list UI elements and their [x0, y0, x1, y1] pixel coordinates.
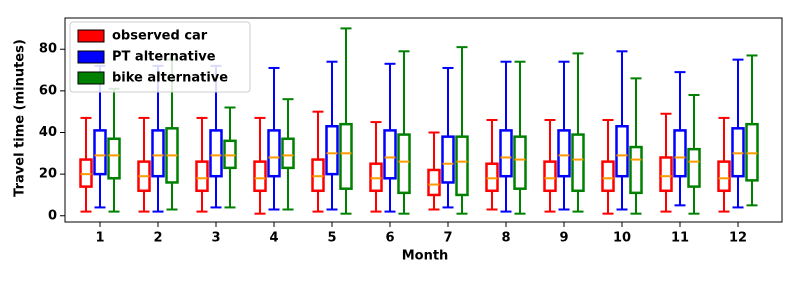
y-axis-label: Travel time (minutes): [13, 39, 28, 197]
box: [369, 162, 383, 193]
x-tick-label: 5: [327, 231, 336, 246]
x-tick-label: 3: [211, 231, 220, 246]
box: [485, 162, 499, 193]
y-tick-label: 20: [39, 167, 57, 182]
box: [543, 160, 557, 193]
legend-label: observed car: [112, 29, 208, 44]
y-tick-label: 40: [39, 125, 57, 140]
box: [571, 133, 585, 193]
legend-swatch: [77, 29, 105, 43]
legend-frame: [69, 21, 251, 93]
x-axis-label: Month: [402, 249, 449, 264]
legend-swatch: [77, 71, 105, 85]
y-tick-label: 0: [48, 208, 57, 223]
box: [209, 129, 223, 178]
legend-label: PT alternative: [112, 50, 216, 65]
box: [513, 135, 527, 190]
box: [629, 145, 643, 195]
box: [687, 147, 701, 188]
x-tick-label: 2: [153, 231, 162, 246]
box: [441, 135, 455, 184]
box: [659, 156, 673, 193]
box: [615, 124, 629, 178]
y-tick-label: 80: [39, 42, 57, 57]
box: [383, 129, 397, 180]
legend-swatch: [77, 50, 105, 64]
box: [745, 122, 759, 182]
box: [281, 137, 295, 170]
x-tick-label: 9: [559, 231, 568, 246]
y-tick-label: 60: [39, 83, 57, 98]
x-tick-label: 10: [613, 231, 631, 246]
box: [557, 129, 571, 178]
box: [151, 129, 165, 178]
box: [325, 124, 339, 176]
box: [499, 129, 513, 178]
x-tick-label: 6: [385, 231, 394, 246]
box: [267, 129, 281, 178]
box: [93, 129, 107, 176]
x-tick-label: 7: [443, 231, 452, 246]
x-tick-label: 11: [671, 231, 689, 246]
box: [79, 158, 93, 188]
x-tick-label: 1: [95, 231, 104, 246]
box: [731, 127, 745, 178]
box: [311, 158, 325, 193]
box: [253, 160, 267, 193]
plot-frame: [64, 17, 783, 223]
box: [397, 133, 411, 195]
box: [107, 137, 121, 180]
x-tick-label: 12: [729, 231, 747, 246]
box: [223, 139, 237, 170]
box: [195, 160, 209, 193]
legend-label: bike alternative: [112, 71, 228, 86]
box: [455, 135, 469, 197]
x-tick-label: 4: [269, 231, 278, 246]
box: [601, 160, 615, 193]
x-tick-label: 8: [501, 231, 510, 246]
box: [673, 129, 687, 178]
box: [427, 168, 441, 197]
box: [717, 160, 731, 193]
box: [339, 122, 353, 190]
